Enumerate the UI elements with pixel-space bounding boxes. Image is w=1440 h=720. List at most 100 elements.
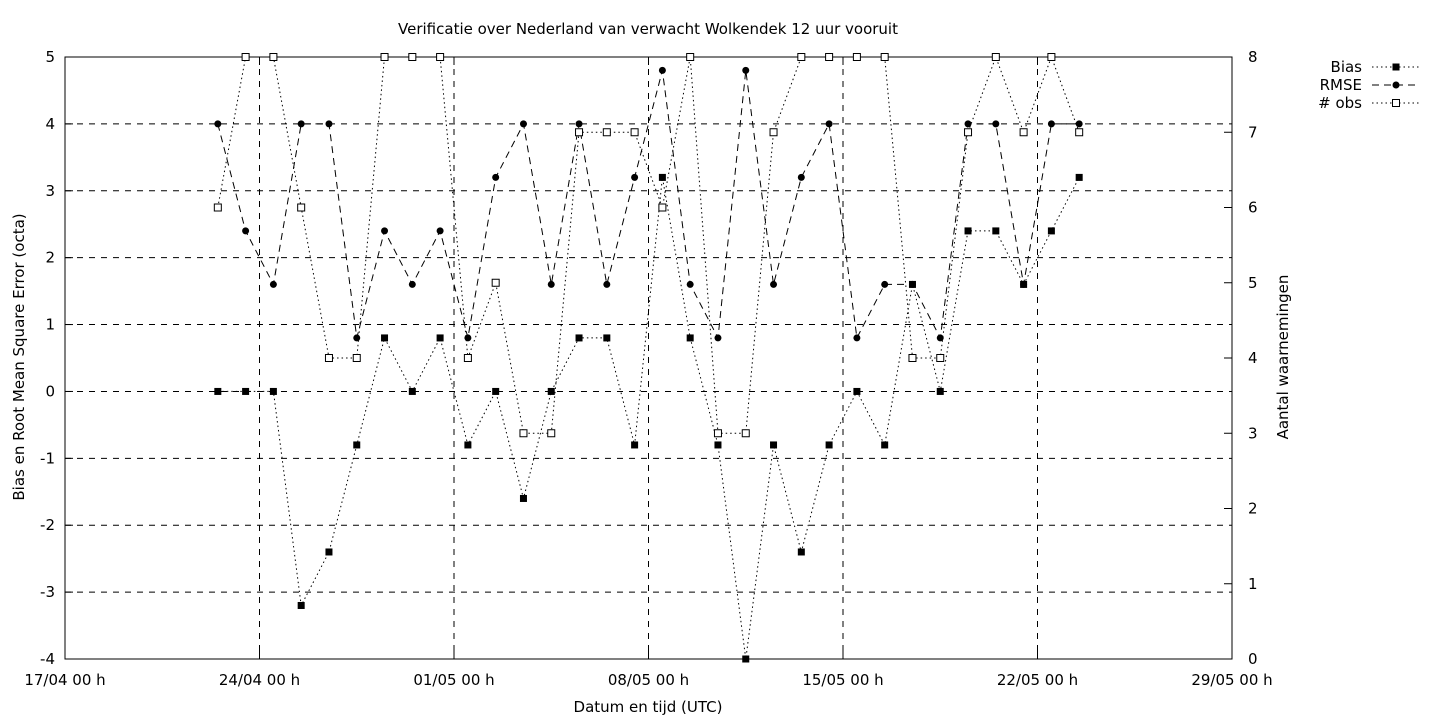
data-point-bias <box>325 548 333 556</box>
x-tick-label: 24/04 00 h <box>219 671 300 689</box>
data-point-rmse <box>686 280 694 288</box>
data-point-obs <box>686 53 695 61</box>
legend-marker <box>1392 81 1400 89</box>
data-point-rmse <box>853 334 861 342</box>
data-point-rmse <box>603 280 611 288</box>
data-point-rmse <box>631 173 639 181</box>
data-point-rmse <box>797 173 805 181</box>
y-tick-label: -4 <box>40 650 55 668</box>
data-point-bias <box>964 227 972 235</box>
data-point-obs <box>797 53 806 61</box>
x-tick-label: 22/05 00 h <box>997 671 1078 689</box>
data-point-obs <box>352 354 361 362</box>
y-tick-label: 2 <box>45 249 55 267</box>
data-point-obs <box>825 53 834 61</box>
data-point-rmse <box>714 334 722 342</box>
legend-marker <box>1392 63 1400 71</box>
y2-axis-label: Aantal waarnemingen <box>1274 275 1292 440</box>
data-point-bias <box>353 441 361 449</box>
y-tick-label: -2 <box>40 516 55 534</box>
data-point-rmse <box>908 280 916 288</box>
y-tick-label: 5 <box>45 48 55 66</box>
data-point-rmse <box>1075 120 1083 128</box>
data-point-bias <box>381 334 389 342</box>
y-tick-label: 3 <box>45 182 55 200</box>
data-point-obs <box>852 53 861 61</box>
data-point-bias <box>492 387 500 395</box>
data-point-obs <box>213 203 222 212</box>
y2-tick-label: 4 <box>1248 349 1258 367</box>
data-point-bias <box>603 334 611 342</box>
data-point-rmse <box>297 120 305 128</box>
y-tick-label: -3 <box>40 583 55 601</box>
x-tick-label: 01/05 00 h <box>413 671 494 689</box>
x-axis-label: Datum en tijd (UTC) <box>574 698 723 716</box>
data-point-rmse <box>964 120 972 128</box>
data-point-obs <box>575 128 584 137</box>
y-tick-label: 0 <box>45 382 55 400</box>
data-point-obs <box>769 128 778 137</box>
data-point-rmse <box>547 280 555 288</box>
legend-label: RMSE <box>1320 76 1362 94</box>
data-point-obs <box>297 203 306 212</box>
data-point-bias <box>881 441 889 449</box>
y2-tick-label: 7 <box>1248 123 1258 141</box>
y-tick-label: -1 <box>40 449 55 467</box>
data-point-bias <box>742 655 750 663</box>
data-point-rmse <box>214 120 222 128</box>
series-line-rmse <box>217 70 1080 340</box>
data-point-obs <box>463 354 472 362</box>
data-point-bias <box>686 334 694 342</box>
data-point-rmse <box>436 227 444 235</box>
data-point-obs <box>658 203 667 212</box>
data-point-rmse <box>325 120 333 128</box>
y-axis-label: Bias en Root Mean Square Error (octa) <box>10 213 28 500</box>
data-point-bias <box>853 387 861 395</box>
legend-label: Bias <box>1331 58 1363 76</box>
data-point-obs <box>491 278 500 287</box>
data-point-rmse <box>881 280 889 288</box>
legend-marker <box>1392 99 1400 107</box>
x-tick-label: 08/05 00 h <box>608 671 689 689</box>
data-point-bias <box>242 387 250 395</box>
x-tick-label: 17/04 00 h <box>24 671 105 689</box>
series-line-bias <box>217 177 1080 660</box>
chart-title: Verificatie over Nederland van verwacht … <box>398 20 898 38</box>
data-point-rmse <box>269 280 277 288</box>
data-point-rmse <box>575 120 583 128</box>
data-point-bias <box>770 441 778 449</box>
data-point-obs <box>880 53 889 61</box>
y2-tick-label: 0 <box>1248 650 1258 668</box>
data-point-bias <box>1075 173 1083 181</box>
y2-tick-label: 3 <box>1248 424 1258 442</box>
x-tick-label: 15/05 00 h <box>802 671 883 689</box>
series-line-obs <box>217 55 1080 434</box>
y-tick-label: 1 <box>45 316 55 334</box>
data-point-bias <box>408 387 416 395</box>
x-tick-label: 29/05 00 h <box>1191 671 1272 689</box>
data-point-bias <box>519 494 527 502</box>
y2-tick-label: 6 <box>1248 199 1258 217</box>
series-obs <box>213 53 1084 438</box>
data-point-bias <box>297 601 305 609</box>
data-point-rmse <box>1020 280 1028 288</box>
y-tick-label: 4 <box>45 115 55 133</box>
series <box>213 53 1084 663</box>
data-point-obs <box>713 429 722 438</box>
data-point-rmse <box>770 280 778 288</box>
data-point-obs <box>408 53 417 61</box>
data-point-rmse <box>519 120 527 128</box>
data-point-rmse <box>408 280 416 288</box>
data-point-bias <box>436 334 444 342</box>
data-point-bias <box>269 387 277 395</box>
axes: 5 4 3 2 1 0 -1 -2 -3 -4 8 7 6 5 4 3 2 1 0 17/04 00 h 24/04 0… <box>24 48 1272 689</box>
data-point-obs <box>908 354 917 362</box>
series-rmse <box>214 66 1083 342</box>
data-point-bias <box>464 441 472 449</box>
y2-tick-label: 2 <box>1248 500 1258 518</box>
data-point-bias <box>658 173 666 181</box>
data-point-obs <box>241 53 250 61</box>
legend-label: # obs <box>1318 94 1362 112</box>
data-point-obs <box>741 429 750 438</box>
